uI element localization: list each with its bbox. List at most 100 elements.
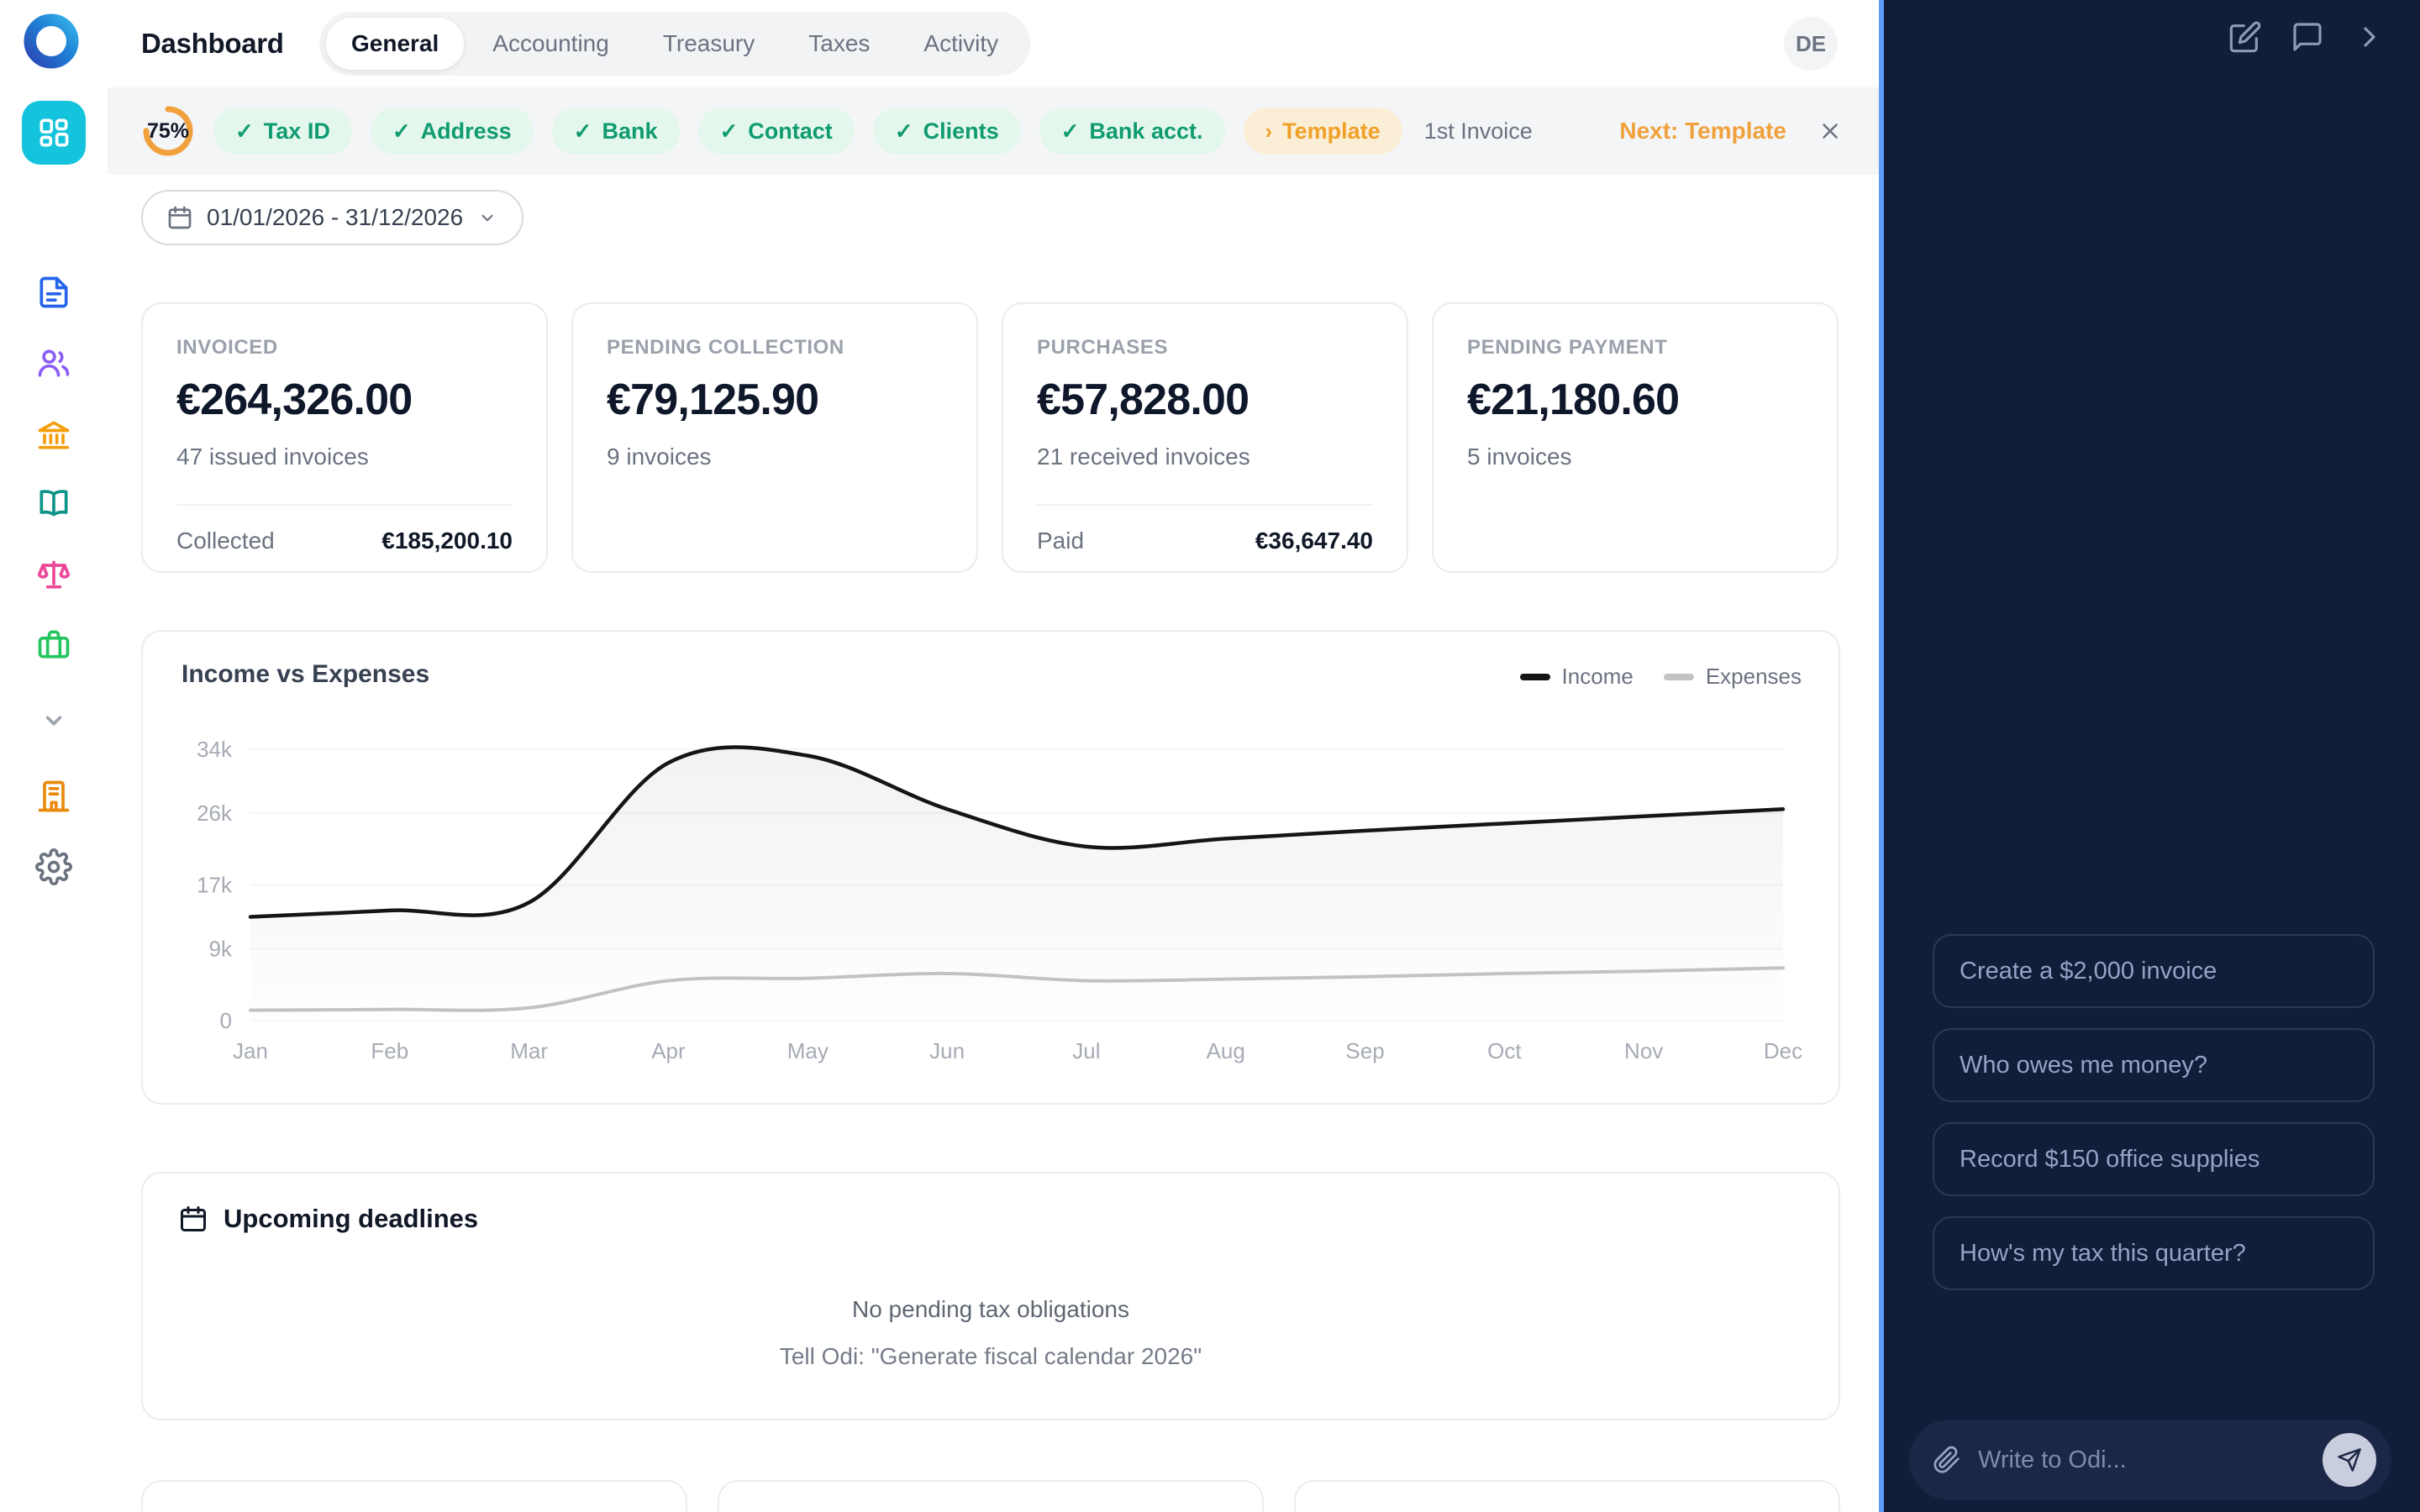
panel-separator bbox=[1879, 0, 1884, 1512]
expenses-dash-icon bbox=[1663, 673, 1694, 680]
stat-label: INVOICED bbox=[176, 336, 278, 359]
svg-text:Dec: Dec bbox=[1764, 1038, 1802, 1063]
svg-text:Sep: Sep bbox=[1345, 1038, 1384, 1063]
date-range-value: 01/01/2026 - 31/12/2026 bbox=[207, 204, 464, 230]
stat-label: PENDING COLLECTION bbox=[607, 336, 844, 359]
stats-row: INVOICED €264,326.00 47 issued invoices … bbox=[141, 302, 1840, 573]
stat-footer-value: €36,647.40 bbox=[1255, 528, 1373, 554]
suggestion-tax-quarter[interactable]: How's my tax this quarter? bbox=[1933, 1216, 2375, 1290]
check-icon: ✓ bbox=[719, 118, 739, 144]
divider bbox=[1037, 504, 1373, 506]
book-open-icon bbox=[39, 490, 68, 517]
step-contact[interactable]: ✓ Contact bbox=[697, 108, 855, 155]
stat-card-invoiced: INVOICED €264,326.00 47 issued invoices … bbox=[141, 302, 548, 573]
stat-card-purchases: PURCHASES €57,828.00 21 received invoice… bbox=[1002, 302, 1408, 573]
upcoming-deadlines-card: Upcoming deadlines No pending tax obliga… bbox=[141, 1172, 1840, 1420]
sidebar-item-company[interactable] bbox=[0, 778, 108, 815]
step-bank[interactable]: ✓ Bank bbox=[551, 108, 680, 155]
sidebar bbox=[0, 87, 108, 1512]
send-message-button[interactable] bbox=[2323, 1433, 2376, 1487]
sidebar-expand-button[interactable] bbox=[0, 702, 108, 739]
sidebar-item-invoices[interactable] bbox=[0, 274, 108, 311]
tab-activity[interactable]: Activity bbox=[923, 30, 999, 56]
stat-value: €264,326.00 bbox=[176, 375, 413, 424]
progress-percent-label: 75% bbox=[146, 118, 190, 143]
dashboard-grid-icon bbox=[39, 118, 69, 147]
sidebar-item-ledger[interactable] bbox=[0, 485, 108, 522]
topbar: Dashboard General Accounting Treasury Ta… bbox=[0, 0, 1879, 87]
svg-text:Feb: Feb bbox=[371, 1038, 408, 1063]
step-clients[interactable]: ✓ Clients bbox=[872, 108, 1021, 155]
app-logo[interactable] bbox=[24, 13, 79, 69]
check-icon: ✓ bbox=[1060, 118, 1080, 144]
sidebar-item-projects[interactable] bbox=[0, 626, 108, 663]
check-icon: ✓ bbox=[392, 118, 411, 144]
bank-icon bbox=[38, 421, 70, 449]
svg-text:0: 0 bbox=[220, 1008, 232, 1033]
gear-icon bbox=[35, 848, 72, 885]
user-avatar[interactable]: DE bbox=[1784, 17, 1838, 71]
svg-text:Nov: Nov bbox=[1624, 1038, 1663, 1063]
paperclip-icon[interactable] bbox=[1933, 1446, 1961, 1474]
new-chat-icon[interactable] bbox=[2228, 20, 2262, 54]
assistant-message-input[interactable] bbox=[1978, 1446, 2306, 1474]
close-onboarding-button[interactable] bbox=[1815, 116, 1845, 146]
stat-subtext: 5 invoices bbox=[1467, 444, 1572, 470]
chart-legend: Income Expenses bbox=[1519, 664, 1802, 690]
svg-text:Apr: Apr bbox=[651, 1038, 686, 1063]
stat-value: €79,125.90 bbox=[607, 375, 819, 424]
tab-taxes[interactable]: Taxes bbox=[808, 30, 871, 56]
progress-ring-icon bbox=[143, 106, 193, 156]
scales-icon bbox=[37, 560, 71, 589]
page-title: Dashboard bbox=[141, 28, 284, 59]
sidebar-item-contacts[interactable] bbox=[0, 344, 108, 381]
suggestion-record-supplies[interactable]: Record $150 office supplies bbox=[1933, 1122, 2375, 1196]
sidebar-item-dashboard[interactable] bbox=[0, 101, 108, 165]
svg-text:Aug: Aug bbox=[1207, 1038, 1245, 1063]
check-icon: ✓ bbox=[894, 118, 913, 144]
card-partial bbox=[718, 1480, 1264, 1512]
svg-text:9k: 9k bbox=[209, 937, 233, 962]
assistant-panel: Create a $2,000 invoice Who owes me mone… bbox=[1884, 0, 2420, 1512]
collapse-panel-icon[interactable] bbox=[2353, 20, 2386, 54]
stat-value: €57,828.00 bbox=[1037, 375, 1249, 424]
tab-treasury[interactable]: Treasury bbox=[662, 30, 755, 56]
close-icon bbox=[1823, 123, 1838, 139]
step-bank-acct[interactable]: ✓ Bank acct. bbox=[1039, 108, 1225, 155]
document-icon bbox=[39, 276, 68, 308]
chevron-small-icon: › bbox=[1265, 118, 1273, 144]
card-partial bbox=[1294, 1480, 1840, 1512]
step-address[interactable]: ✓ Address bbox=[370, 108, 534, 155]
tab-accounting[interactable]: Accounting bbox=[492, 30, 609, 56]
check-icon: ✓ bbox=[235, 118, 254, 144]
suggestion-create-invoice[interactable]: Create a $2,000 invoice bbox=[1933, 934, 2375, 1008]
legend-expenses: Expenses bbox=[1663, 664, 1802, 690]
sidebar-item-settings[interactable] bbox=[0, 848, 108, 885]
step-first-invoice: 1st Invoice bbox=[1423, 118, 1533, 144]
progress-ring: 75% bbox=[141, 104, 195, 158]
bottom-cards-row bbox=[141, 1480, 1840, 1512]
stat-subtext: 21 received invoices bbox=[1037, 444, 1250, 470]
dashboard-active-tile bbox=[22, 101, 86, 165]
divider bbox=[176, 504, 513, 506]
stat-footer-label: Paid bbox=[1037, 528, 1085, 554]
deadlines-empty-message: No pending tax obligations bbox=[851, 1296, 1129, 1322]
step-tax-id[interactable]: ✓ Tax ID bbox=[213, 108, 352, 155]
tab-general[interactable]: General bbox=[326, 18, 465, 70]
chart-title: Income vs Expenses bbox=[182, 660, 430, 688]
svg-text:17k: 17k bbox=[197, 873, 233, 898]
step-template-current[interactable]: › Template bbox=[1243, 108, 1402, 155]
sidebar-item-banks[interactable] bbox=[0, 417, 108, 454]
chat-history-icon[interactable] bbox=[2291, 20, 2324, 54]
date-range-selector[interactable]: 01/01/2026 - 31/12/2026 bbox=[141, 190, 524, 245]
svg-text:May: May bbox=[787, 1038, 829, 1063]
logo-ring-icon bbox=[24, 13, 79, 69]
dashboard-tabs: General Accounting Treasury Taxes Activi… bbox=[319, 12, 1031, 76]
stat-label: PURCHASES bbox=[1037, 336, 1169, 359]
next-step-link[interactable]: Next: Template bbox=[1619, 118, 1786, 144]
chevron-down-icon bbox=[45, 716, 62, 726]
stat-card-pending-collection: PENDING COLLECTION €79,125.90 9 invoices bbox=[571, 302, 978, 573]
stat-footer-value: €185,200.10 bbox=[381, 528, 513, 554]
sidebar-item-taxes[interactable] bbox=[0, 556, 108, 593]
suggestion-who-owes[interactable]: Who owes me money? bbox=[1933, 1028, 2375, 1102]
